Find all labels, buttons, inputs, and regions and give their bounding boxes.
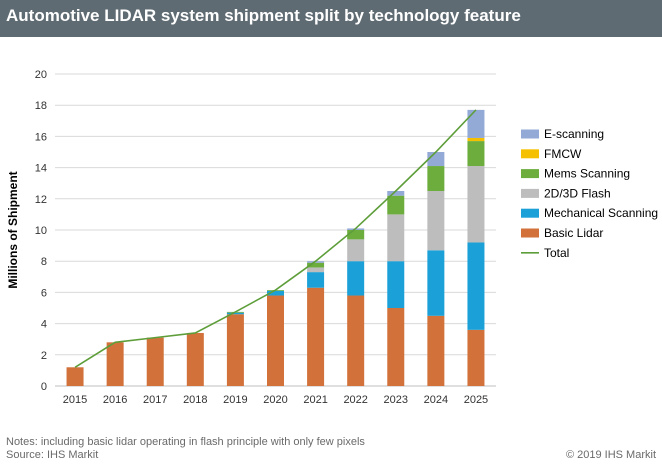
bar-segment (387, 214, 405, 262)
total-line (74, 109, 477, 368)
bar-segment (427, 250, 445, 316)
bar-segment (307, 272, 325, 288)
bar-segment (267, 295, 284, 386)
legend-label: E-scanning (544, 127, 604, 141)
bar-segment (467, 166, 485, 243)
x-tick-label: 2020 (263, 394, 287, 406)
y-tick-label: 6 (41, 287, 47, 299)
bar-segment (427, 191, 445, 251)
legend-swatch (521, 129, 539, 139)
bar-segment (387, 261, 405, 308)
x-tick-label: 2025 (464, 394, 488, 406)
y-tick-label: 20 (35, 69, 47, 81)
bar-segment (467, 109, 485, 138)
bar-segment (307, 262, 325, 268)
bar-segment (347, 295, 365, 386)
y-axis-label: Millions of Shipment (6, 171, 20, 288)
legend-label: Mems Scanning (544, 167, 630, 181)
legend-swatch (521, 208, 539, 218)
bar-segment (467, 329, 485, 386)
bar-segment (387, 308, 405, 386)
bar-segment (146, 337, 164, 386)
x-tick-label: 2024 (424, 394, 448, 406)
source-text: Source: IHS Markit (6, 449, 99, 461)
bar-segment (347, 261, 365, 296)
chart-notes: Notes: including basic lidar operating i… (6, 436, 365, 462)
y-tick-label: 16 (35, 131, 47, 143)
legend-swatch (521, 149, 539, 159)
bar-segment (427, 152, 445, 167)
title-bar: Automotive LIDAR system shipment split b… (0, 0, 662, 37)
legend-swatch (521, 228, 539, 238)
legend-label: Mechanical Scanning (544, 206, 658, 220)
legend-label: FMCW (544, 147, 582, 161)
legend-swatch (521, 188, 539, 198)
x-tick-label: 2015 (63, 394, 87, 406)
legend-label: 2D/3D Flash (544, 186, 611, 200)
bar-segment (307, 267, 325, 273)
legend-label: Basic Lidar (544, 226, 603, 240)
notes-text: Notes: including basic lidar operating i… (6, 436, 365, 448)
bar-segment (467, 137, 485, 142)
y-tick-label: 4 (41, 319, 47, 331)
bar-segment (307, 287, 325, 386)
bar-segment (387, 191, 405, 196)
bar-segment (347, 239, 365, 262)
legend-swatch (521, 169, 539, 179)
copyright-text: © 2019 IHS Markit (565, 449, 656, 461)
legend-label: Total (544, 246, 569, 260)
bar-segment (186, 332, 204, 386)
y-tick-label: 2 (41, 350, 47, 362)
x-tick-label: 2019 (223, 394, 247, 406)
bar-segment (467, 242, 485, 330)
y-tick-label: 10 (35, 225, 47, 237)
bar-segment (226, 312, 244, 315)
x-tick-label: 2022 (343, 394, 367, 406)
bar-segment (106, 342, 124, 386)
bar-segment (226, 314, 244, 386)
x-tick-label: 2023 (384, 394, 408, 406)
y-tick-label: 8 (41, 256, 47, 268)
bar-segment (66, 367, 84, 386)
x-tick-label: 2016 (103, 394, 127, 406)
bar-segment (387, 195, 405, 215)
bar-segment (427, 315, 445, 386)
x-tick-label: 2021 (303, 394, 327, 406)
bar-segment (347, 230, 365, 240)
y-tick-label: 0 (41, 381, 47, 393)
y-tick-label: 12 (35, 194, 47, 206)
y-tick-label: 18 (35, 100, 47, 112)
bar-segment (427, 166, 445, 191)
page-title: Automotive LIDAR system shipment split b… (6, 6, 521, 25)
bar-segment (267, 290, 284, 296)
bar-segment (467, 141, 485, 167)
x-tick-label: 2017 (143, 394, 167, 406)
x-tick-label: 2018 (183, 394, 207, 406)
y-tick-label: 14 (35, 163, 47, 175)
